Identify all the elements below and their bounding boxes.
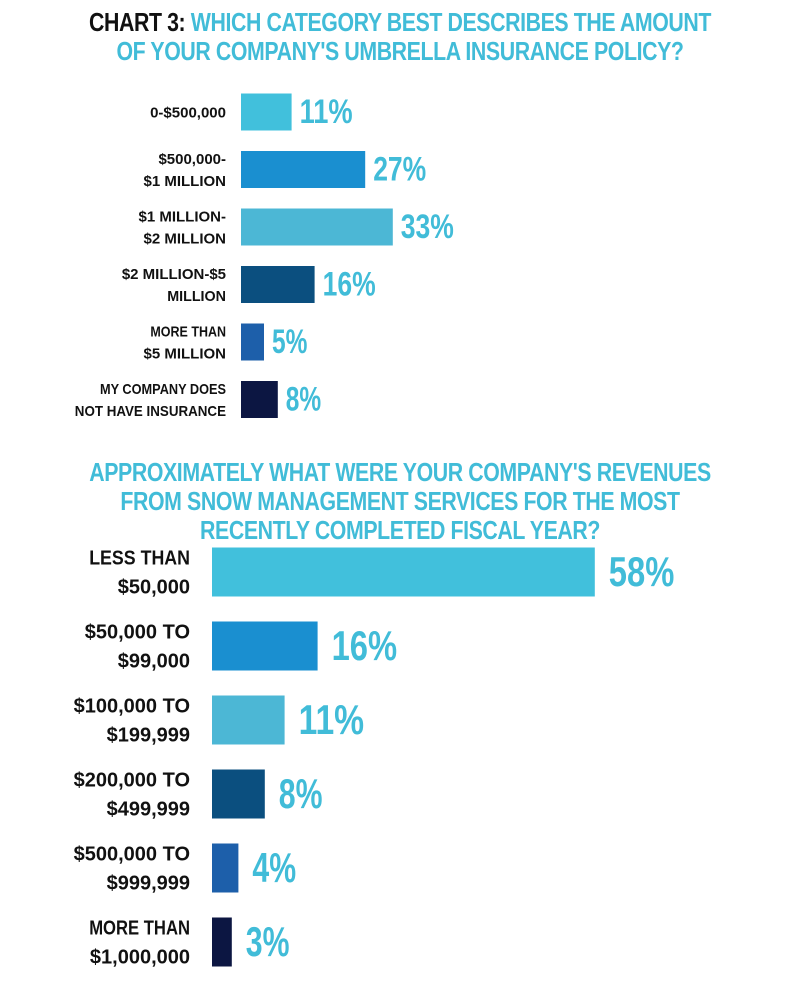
chart-1-category-label-1: 0-$500,000 [150,104,226,121]
chart-2-value-label-5: 4% [252,844,296,891]
chart-1-category-label-2: $500,000- [158,151,226,168]
chart-1-title-prefix: CHART 3: [89,7,186,37]
chart-2-category-label-3: $199,999 [107,725,190,747]
chart-2-category-label-4: $499,999 [107,799,190,821]
chart-1-category-label-5: MORE THAN [150,323,226,340]
chart-1-category-label-3: $2 MILLION [143,230,226,247]
chart-1-value-label-5: 5% [272,323,307,361]
chart-1-value-label-6: 8% [286,381,321,419]
chart-2-category-label-4: $200,000 TO [74,770,190,792]
chart-1-bar-5 [241,323,264,361]
chart-1-value-label-1: 11% [300,93,353,131]
chart-2-value-label-1: 58% [609,548,675,595]
chart-2-value-label-2: 16% [332,622,398,669]
chart-1-category-label-6: MY COMPANY DOES [100,381,226,398]
chart-1-category-label-3: $1 MILLION- [138,208,226,225]
chart-1-value-label-3: 33% [401,208,454,246]
chart-2-bar-3 [212,695,285,745]
chart-2-bar-4 [212,769,265,819]
chart-1-category-label-2: $1 MILLION [143,173,226,190]
chart-1-category-label-4: MILLION [167,288,226,305]
chart-1-bar-6 [241,381,278,418]
chart-1-category-label-6: NOT HAVE INSURANCE [75,403,226,420]
chart-2-category-label-6: $1,000,000 [90,947,190,969]
chart-1-bar-3 [241,208,393,246]
chart-2-bar-6 [212,917,232,967]
chart-1-value-label-2: 27% [373,151,426,189]
chart-1-bar-4 [241,266,315,303]
chart-1-category-label-5: $5 MILLION [143,345,226,362]
chart-2-value-label-3: 11% [299,696,365,743]
chart-1-title: CHART 3: WHICH CATEGORY BEST DESCRIBES T… [72,8,728,66]
chart-1-value-label-4: 16% [323,266,376,304]
chart-2-bar-1 [212,547,595,597]
chart-2-category-label-2: $99,000 [118,651,190,673]
chart-1-bar-2 [241,151,366,188]
chart-2-category-label-5: $999,999 [107,873,190,895]
chart-2-category-label-3: $100,000 TO [74,696,190,718]
chart-2-category-label-2: $50,000 TO [85,622,190,644]
chart-2-bar-5 [212,843,239,893]
chart-2-value-label-6: 3% [246,918,290,965]
chart-1-title-text: WHICH CATEGORY BEST DESCRIBES THE AMOUNT… [116,7,711,66]
chart-2-category-label-5: $500,000 TO [74,844,190,866]
chart-2-title-text: APPROXIMATELY WHAT WERE YOUR COMPANY'S R… [89,457,711,545]
chart-2-value-label-4: 8% [279,770,323,817]
chart-1-bar-1 [241,93,292,131]
chart-2-category-label-6: MORE THAN [89,918,190,940]
chart-2-bar-2 [212,621,318,671]
chart-2-title: APPROXIMATELY WHAT WERE YOUR COMPANY'S R… [72,458,728,545]
chart-2-category-label-1: LESS THAN [89,548,190,570]
chart-1-category-label-4: $2 MILLION-$5 [122,266,226,283]
chart-2-category-label-1: $50,000 [118,577,190,599]
